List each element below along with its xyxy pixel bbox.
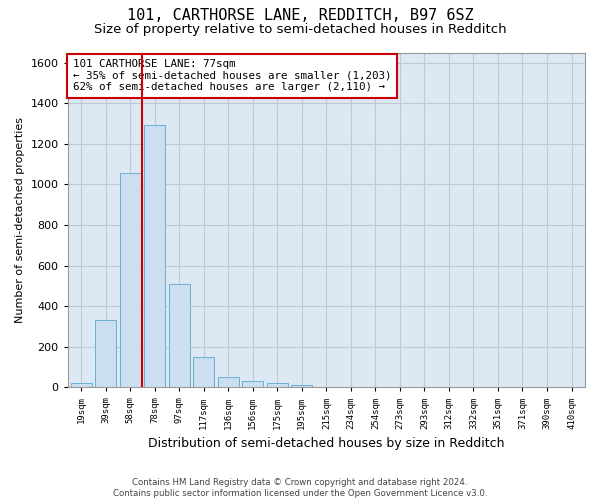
Bar <box>145 124 165 388</box>
Bar <box>193 357 214 388</box>
Text: 101 CARTHORSE LANE: 77sqm
← 35% of semi-detached houses are smaller (1,203)
62% : 101 CARTHORSE LANE: 77sqm ← 35% of semi-… <box>73 59 391 92</box>
Bar <box>120 174 140 388</box>
Bar <box>169 284 190 388</box>
Bar <box>242 382 263 388</box>
Text: Size of property relative to semi-detached houses in Redditch: Size of property relative to semi-detach… <box>94 22 506 36</box>
X-axis label: Distribution of semi-detached houses by size in Redditch: Distribution of semi-detached houses by … <box>148 437 505 450</box>
Bar <box>292 386 312 388</box>
Bar <box>71 384 92 388</box>
Text: 101, CARTHORSE LANE, REDDITCH, B97 6SZ: 101, CARTHORSE LANE, REDDITCH, B97 6SZ <box>127 8 473 22</box>
Y-axis label: Number of semi-detached properties: Number of semi-detached properties <box>15 117 25 323</box>
Bar <box>218 377 239 388</box>
Text: Contains HM Land Registry data © Crown copyright and database right 2024.
Contai: Contains HM Land Registry data © Crown c… <box>113 478 487 498</box>
Bar <box>267 384 288 388</box>
Bar <box>95 320 116 388</box>
